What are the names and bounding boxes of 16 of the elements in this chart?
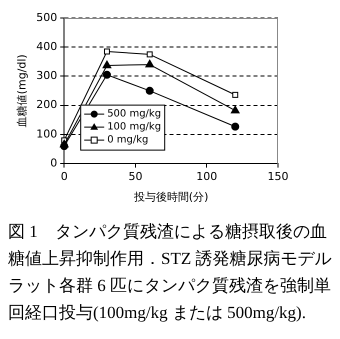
y-axis-title: 血糖値(mg/dl)	[15, 54, 28, 128]
x-tick-label: 50	[128, 170, 142, 184]
x-tick-label: 100	[196, 170, 218, 184]
legend-label: 0 mg/kg	[107, 134, 148, 146]
y-tick-label: 500	[36, 10, 58, 24]
y-tick-label: 200	[36, 98, 58, 112]
caption: 図 1 タンパク質残渣による糖摂取後の血糖値上昇抑制作用．STZ 誘発糖尿病モデルラット各群 6 匹にタンパク質残渣を強制単回経口投与(100mg/kg または 500mg/kg).	[8, 221, 332, 324]
legend-label: 100 mg/kg	[107, 122, 162, 133]
y-tick-label: 0	[50, 156, 58, 170]
legend-label: 500 mg/kg	[107, 108, 162, 120]
x-tick-label: 150	[268, 170, 288, 184]
x-tick-label: 0	[60, 170, 68, 184]
y-tick-label: 400	[36, 40, 58, 53]
y-tick-label: 300	[36, 69, 58, 82]
y-tick-label: 100	[36, 127, 58, 140]
x-axis-title: 投与後時間(分)	[132, 190, 208, 204]
